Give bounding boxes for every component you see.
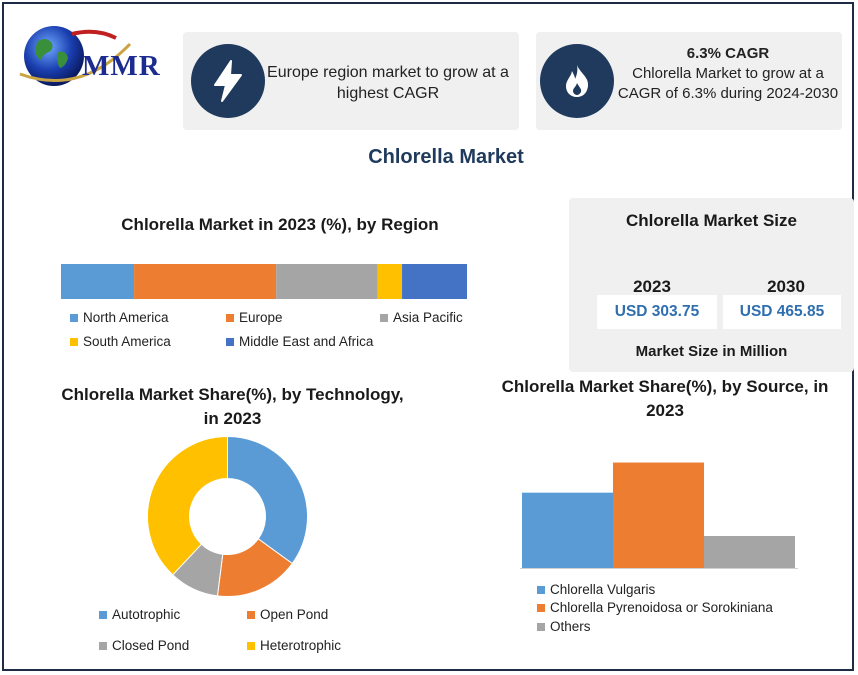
year-2030-label: 2030 [767,277,805,296]
legend-swatch [99,641,107,650]
legend-label: Heterotrophic [260,638,342,653]
lightning-bolt-icon [191,44,265,118]
legend-item-closed-pond: Closed Pond [99,638,189,653]
cagr-card: 6.3% CAGR Chlorella Market to grow at a … [536,32,842,130]
legend-item-open-pond: Open Pond [247,607,328,622]
donut-slice-autotrophic [227,435,308,565]
legend-swatch [70,337,78,346]
region-stacked-bar [61,264,467,299]
legend-label: South America [83,334,171,349]
technology-chart-title: Chlorella Market Share(%), by Technology… [61,385,404,428]
legend-item-autotrophic: Autotrophic [99,607,180,622]
legend-swatch [247,610,255,619]
region-segment-south-america [377,264,403,299]
legend-swatch [247,641,255,650]
mmr-logo: MMR [12,22,177,94]
legend-item-heterotrophic: Heterotrophic [247,638,341,653]
legend-item-north-america: North America [70,310,169,325]
legend-swatch [99,610,107,619]
page-title-wrap: Chlorella Market [0,146,858,169]
donut-slice-heterotrophic [147,435,228,576]
market-size-panel: Chlorella Market Size 2023 2030 USD 303.… [569,198,854,372]
legend-label: Chlorella Vulgaris [550,582,656,597]
legend-swatch [380,313,388,322]
source-bar-chlorella-pyrenoidosa-or-sorokiniana [613,462,704,568]
legend-label: Europe [239,310,283,325]
legend-label: Middle East and Africa [239,334,374,349]
source-bar-chart [520,462,798,569]
legend-swatch [226,313,234,322]
market-size-title: Chlorella Market Size [625,211,797,230]
legend-swatch [226,337,234,346]
legend-swatch [537,585,545,594]
legend-label: Chlorella Pyrenoidosa or Sorokiniana [550,600,773,615]
region-segment-asia-pacific [276,264,378,299]
cagr-description: Chlorella Market to grow at a CAGR of 6.… [617,65,839,102]
region-segment-north-america [61,264,135,299]
region-segment-europe [134,264,277,299]
legend-item-chlorella-pyrenoidosa-or-sorokiniana: Chlorella Pyrenoidosa or Sorokiniana [537,600,773,615]
legend-item-chlorella-vulgaris: Chlorella Vulgaris [537,582,655,597]
region-segment-middle-east-and-africa [402,264,467,299]
legend-swatch [537,603,545,612]
region-chart-title: Chlorella Market in 2023 (%), by Region [121,215,439,234]
value-2030: USD 465.85 [723,295,841,329]
globe-icon [19,26,132,86]
legend-item-asia-pacific: Asia Pacific [380,310,463,325]
legend-item-others: Others [537,619,591,634]
cagr-title: 6.3% CAGR [686,45,770,62]
legend-item-europe: Europe [226,310,283,325]
market-size-caption: Market Size in Million [635,343,788,360]
cagr-text-block: 6.3% CAGR Chlorella Market to grow at a … [616,44,840,104]
flame-icon [540,44,614,118]
europe-cagr-card: Europe region market to grow at a highes… [183,32,519,130]
page-title: Chlorella Market [368,146,524,168]
technology-donut-chart [147,435,308,597]
europe-cagr-text: Europe region market to grow at a highes… [267,64,509,102]
legend-label: Open Pond [260,607,329,622]
legend-label: North America [83,310,169,325]
legend-label: Autotrophic [112,607,181,622]
year-2023-label: 2023 [633,277,671,296]
logo-text: MMR [82,50,161,82]
source-chart-title: Chlorella Market Share(%), by Source, in… [501,377,829,420]
source-bar-others [704,535,795,568]
source-bar-chlorella-vulgaris [522,492,613,568]
legend-label: Asia Pacific [393,310,463,325]
legend-item-south-america: South America [70,334,171,349]
legend-swatch [70,313,78,322]
legend-item-middle-east-and-africa: Middle East and Africa [226,334,373,349]
legend-label: Closed Pond [112,638,190,653]
legend-label: Others [550,619,591,634]
value-2023: USD 303.75 [597,295,717,329]
legend-swatch [537,622,545,631]
